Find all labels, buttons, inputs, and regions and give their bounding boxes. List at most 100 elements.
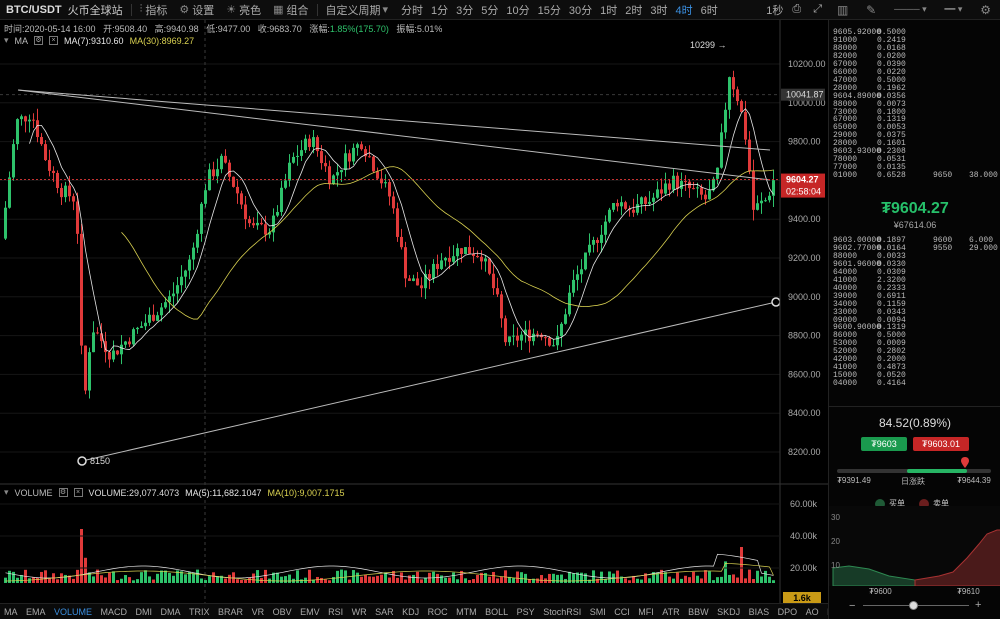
orderbook-row[interactable]: 28000 0.1601 [833, 139, 997, 148]
period-tab[interactable]: 3分 [456, 4, 474, 17]
indicator-tab[interactable]: SAR [375, 606, 394, 617]
orderbook-row[interactable]: 64000 0.0309 [833, 268, 997, 277]
orderbook-row[interactable]: 39000 0.6911 [833, 292, 997, 301]
indicator-tab[interactable]: EMV [300, 606, 320, 617]
indicator-tab[interactable]: BBW [688, 606, 709, 617]
orderbook-row[interactable]: 40000 0.2333 [833, 284, 997, 293]
indicator-tab[interactable]: AO [805, 606, 819, 617]
settings-button[interactable]: ⚙ 设置 [173, 0, 220, 20]
custom-period-button[interactable]: 自定义周期 ▾ [320, 0, 398, 20]
line-width-icon[interactable]: ━━ ▾ [944, 4, 963, 14]
orderbook-depth-row[interactable]: 9550 29.000 [833, 244, 998, 253]
indicator-tab[interactable]: VR [251, 606, 265, 617]
orderbook-row[interactable]: 9602.77000 0.0164 [833, 244, 997, 253]
orderbook-row[interactable]: 04000 0.4164 [833, 379, 997, 388]
orderbook-row[interactable]: 77000 0.0135 [833, 163, 997, 172]
orderbook-depth-row[interactable]: 9650 38.000 [833, 171, 998, 180]
orderbook-row[interactable]: 33000 0.0343 [833, 308, 997, 317]
candlestick-chart[interactable]: 10299 →815010200.0010000.009800.009600.0… [0, 20, 828, 603]
orderbook-row[interactable]: 9603.93000 0.2308 [833, 147, 997, 156]
orderbook-row[interactable]: 41000 0.4873 [833, 363, 997, 372]
zoom-slider-knob[interactable] [909, 601, 918, 610]
indicator-tab[interactable]: CCI [614, 606, 630, 617]
indicator-tab[interactable]: MACD [100, 606, 128, 617]
indicator-tab[interactable]: OBV [272, 606, 292, 617]
trendline-handle[interactable] [77, 456, 87, 466]
pen-icon[interactable]: ✎ [866, 2, 877, 17]
indicator-tab[interactable]: StochRSI [543, 606, 582, 617]
realtime-period[interactable]: 1秒 [766, 4, 784, 17]
period-tab[interactable]: 6时 [700, 4, 718, 17]
combo-button[interactable]: ▦ 组合 [267, 0, 314, 20]
orderbook-row[interactable]: 15000 0.0520 [833, 371, 997, 380]
collapse-icon[interactable]: ▾ [4, 487, 9, 497]
orderbook-row[interactable]: 9601.96000 0.0330 [833, 260, 997, 269]
fullscreen-icon[interactable]: ⤢ [813, 3, 822, 15]
indicator-tab[interactable]: RSI [328, 606, 344, 617]
theme-button[interactable]: ☀ 亮色 [220, 0, 267, 20]
orderbook-row[interactable]: 65000 0.0053 [833, 123, 997, 132]
indicator-tab[interactable]: MTM [456, 606, 477, 617]
orderbook-row[interactable]: 73000 0.1800 [833, 108, 997, 117]
indicator-tab[interactable]: PSY [516, 606, 535, 617]
indicator-tab[interactable]: DPO [777, 606, 798, 617]
orderbook-row[interactable]: 88000 0.0073 [833, 100, 997, 109]
orderbook-row[interactable]: 09000 0.0094 [833, 316, 997, 325]
orderbook-row[interactable]: 28000 0.1962 [833, 84, 997, 93]
orderbook-row[interactable]: 91000 0.2419 [833, 36, 997, 45]
orderbook-row[interactable]: 9604.89000 0.0356 [833, 92, 997, 101]
period-tab[interactable]: 1时 [600, 4, 618, 17]
period-tab[interactable]: 2时 [625, 4, 643, 17]
zoom-out-button[interactable]: − [849, 600, 856, 612]
indicator-tab[interactable]: WR [351, 606, 367, 617]
indicator-tab[interactable]: BIAS [748, 606, 770, 617]
line-style-icon[interactable]: ──── ▾ [894, 4, 927, 14]
camera-icon[interactable]: ⎙ [792, 3, 802, 15]
orderbook-row[interactable]: 29000 0.0375 [833, 131, 997, 140]
volume-settings-icon[interactable]: ⚙ [58, 488, 68, 497]
indicator-tab[interactable]: SKDJ [717, 606, 741, 617]
indicator-tab[interactable]: EMA [26, 606, 46, 617]
symbol-selector[interactable]: BTC/USDT 火币全球站 [0, 2, 129, 18]
settings-gear-icon[interactable]: ⚙ [980, 2, 991, 17]
indicator-tab[interactable]: MFI [638, 606, 654, 617]
indicator-tab[interactable]: MA [4, 606, 18, 617]
indicator-tab[interactable]: BRAR [218, 606, 244, 617]
indicator-tab[interactable]: ROC [427, 606, 448, 617]
orderbook-row[interactable]: 52000 0.2802 [833, 347, 997, 356]
trendline-handle[interactable] [771, 297, 781, 307]
indicators-button[interactable]: ⫶ 指标 [134, 0, 174, 20]
period-tab[interactable]: 15分 [537, 4, 561, 17]
orderbook-row[interactable]: 88000 0.0168 [833, 44, 997, 53]
orderbook-row[interactable]: 9603.00000 0.1897 [833, 236, 997, 245]
ma-close-icon[interactable]: × [49, 36, 59, 45]
period-tab[interactable]: 1分 [431, 4, 449, 17]
period-tab[interactable]: 分时 [401, 4, 424, 17]
period-tab[interactable]: 5分 [481, 4, 499, 17]
orderbook-row[interactable]: 67000 0.1319 [833, 115, 997, 124]
bid-price-button[interactable]: ₮9603 [861, 437, 907, 451]
period-tab[interactable]: 3时 [650, 4, 668, 17]
indicator-tab[interactable]: TRIX [189, 606, 210, 617]
zoom-in-button[interactable]: + [975, 599, 982, 611]
orderbook-row[interactable]: 78000 0.0531 [833, 155, 997, 164]
orderbook-row[interactable]: 67000 0.0390 [833, 60, 997, 69]
orderbook-row[interactable]: 88000 0.0033 [833, 252, 997, 261]
indicator-tab[interactable]: ATR [662, 606, 680, 617]
orderbook-row[interactable]: 34000 0.1159 [833, 300, 997, 309]
orderbook-row[interactable]: 53000 0.0009 [833, 339, 997, 348]
orderbook-row[interactable]: 86000 0.5000 [833, 331, 997, 340]
orderbook-row[interactable]: 41000 2.3200 [833, 276, 997, 285]
collapse-icon[interactable]: ▾ [4, 35, 9, 45]
indicator-tab[interactable]: BOLL [485, 606, 509, 617]
period-tab[interactable]: 4时 [675, 4, 693, 17]
indicator-tab[interactable]: KDJ [402, 606, 420, 617]
orderbook-row[interactable]: 9605.92000 0.5000 [833, 28, 997, 37]
layout-icon[interactable]: ▥ [836, 2, 849, 17]
orderbook-row[interactable]: 42000 0.2000 [833, 355, 997, 364]
indicator-tab[interactable]: DMI [135, 606, 153, 617]
orderbook-row[interactable]: 01000 0.6528 [833, 171, 997, 180]
ma-settings-icon[interactable]: ⚙ [34, 36, 44, 45]
indicator-tab[interactable]: SMI [589, 606, 606, 617]
indicator-tab[interactable]: DMA [160, 606, 181, 617]
